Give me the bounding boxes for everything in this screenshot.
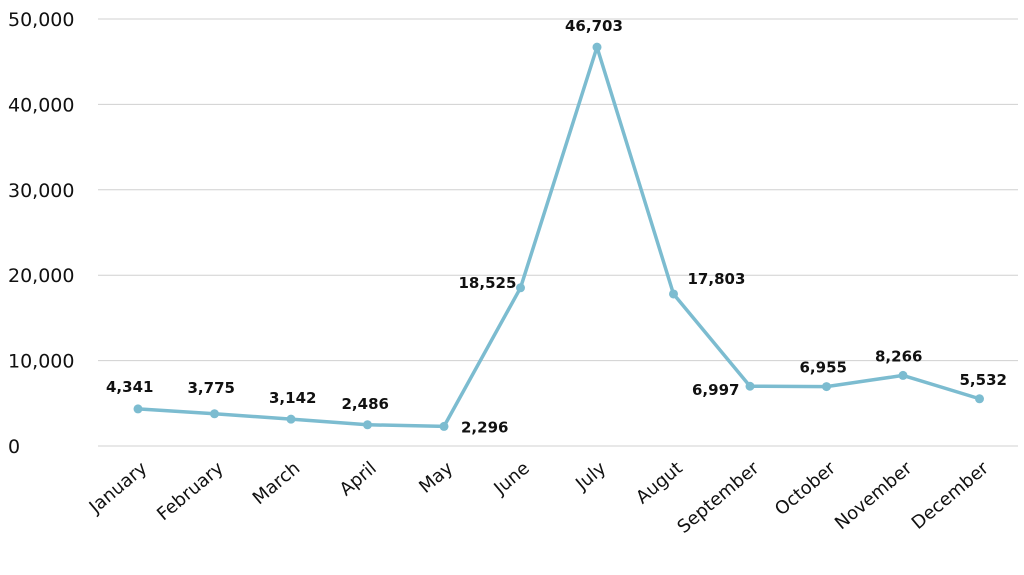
data-label: 3,142 <box>269 389 316 407</box>
data-label: 8,266 <box>875 347 922 365</box>
x-axis: January February March April May June July Augu… <box>85 457 994 537</box>
data-label: 6,955 <box>800 359 847 377</box>
x-tick-label: December <box>908 457 993 533</box>
y-tick-label: 50,000 <box>8 9 74 31</box>
data-label: 4,341 <box>106 378 153 396</box>
x-tick-label: July <box>571 458 610 496</box>
data-label: 3,775 <box>188 379 235 397</box>
y-tick-label: 30,000 <box>8 180 74 202</box>
x-tick-label: October <box>771 457 840 520</box>
data-label: 2,486 <box>342 395 389 413</box>
series-path <box>136 45 982 429</box>
x-tick-label: November <box>831 457 917 534</box>
data-point <box>439 421 449 431</box>
gridlines <box>98 18 1018 447</box>
x-tick-label: April <box>336 458 381 501</box>
series-line <box>133 42 984 431</box>
data-label: 18,525 <box>459 274 517 292</box>
data-point <box>898 370 908 380</box>
data-label: 5,532 <box>960 371 1007 389</box>
y-tick-label: 20,000 <box>8 265 74 287</box>
data-point <box>133 404 143 414</box>
data-point <box>745 381 755 391</box>
x-tick-label: September <box>673 457 763 537</box>
data-label: 2,296 <box>461 418 508 436</box>
x-tick-label: March <box>249 458 305 509</box>
data-point <box>592 42 602 52</box>
data-label: 17,803 <box>688 270 746 288</box>
data-labels: 4,341 3,775 3,142 2,486 2,296 18,525 46,703 17,… <box>106 17 1007 436</box>
y-tick-label: 10,000 <box>8 351 74 373</box>
data-point <box>286 414 296 424</box>
data-point <box>975 394 984 404</box>
y-axis: 0 10,000 20,000 30,000 40,000 50,000 <box>8 9 74 458</box>
x-tick-label: February <box>153 458 228 526</box>
data-point <box>516 283 525 293</box>
x-tick-label: May <box>415 458 457 498</box>
x-tick-label: Augut <box>632 458 687 509</box>
data-point <box>669 289 678 299</box>
y-tick-label: 40,000 <box>8 94 74 116</box>
x-tick-label: June <box>489 458 533 500</box>
data-label: 6,997 <box>692 381 739 399</box>
y-tick-label: 0 <box>8 436 20 458</box>
data-point <box>363 420 372 430</box>
x-tick-label: January <box>85 458 152 519</box>
data-point <box>822 382 831 392</box>
data-label: 46,703 <box>565 17 623 35</box>
data-point <box>210 409 219 419</box>
